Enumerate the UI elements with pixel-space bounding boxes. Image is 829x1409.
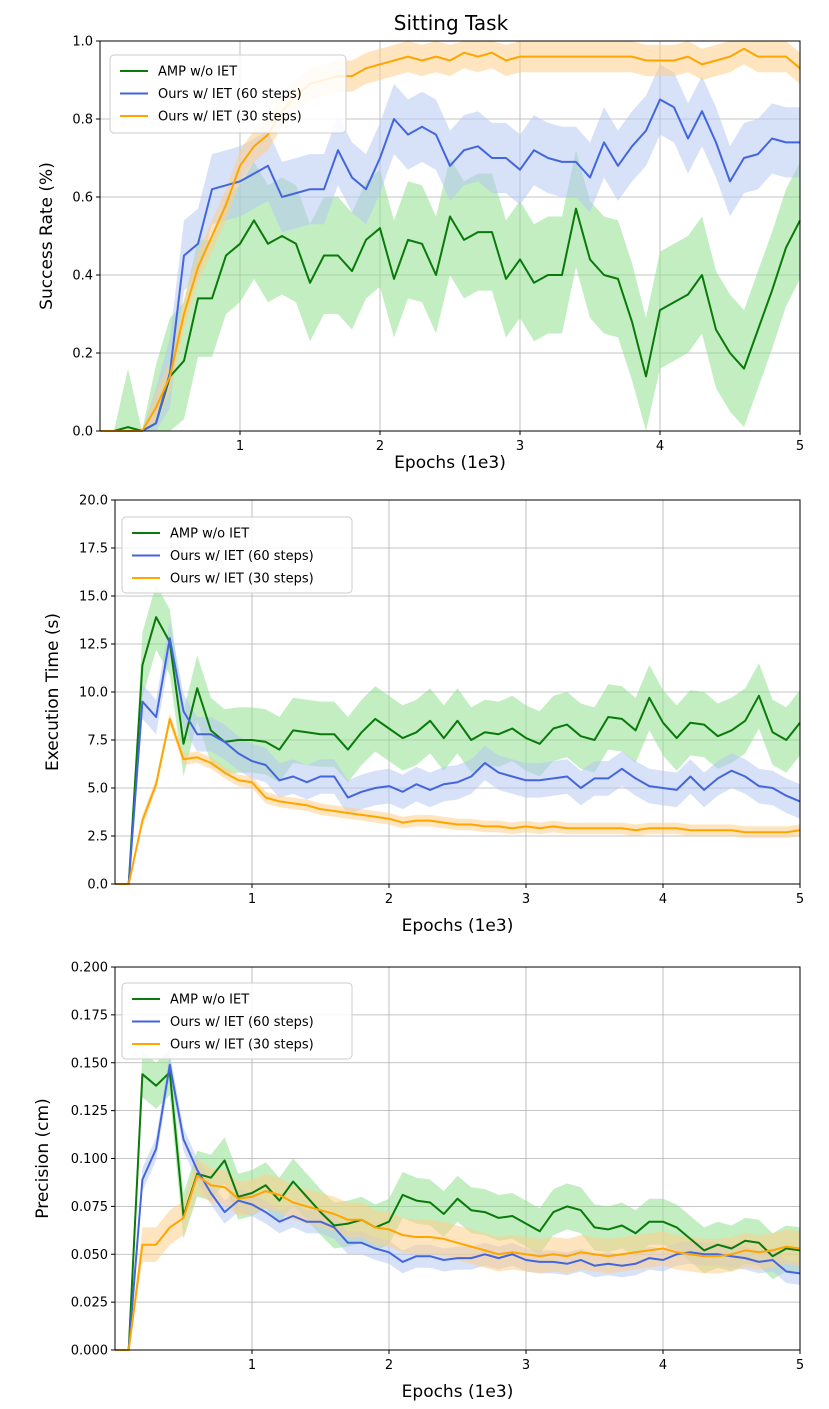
y-tick-label: 0.075 <box>71 1200 108 1215</box>
legend-label-ours30: Ours w/ IET (30 steps) <box>158 110 302 125</box>
chart-panel-3: 1 2 3 4 5 0.000 0.025 0.050 0.075 0.100 0.125 0.150… <box>33 961 804 1403</box>
y-tick-label: 2.5 <box>87 830 108 845</box>
y-tick-label: 7.5 <box>87 734 108 749</box>
y-tick-label: 17.5 <box>79 542 108 557</box>
y-tick-label: 0.4 <box>72 269 93 284</box>
series-line-ours60 <box>100 98 800 432</box>
x-tick-label: 4 <box>659 1358 667 1373</box>
x-tick-label: 2 <box>385 892 393 907</box>
y-tick-label: 5.0 <box>87 782 108 797</box>
band-ours30 <box>115 1158 800 1350</box>
legend: AMP w/o IET Ours w/ IET (60 steps) Ours w/… <box>121 516 353 594</box>
y-tick-label: 0.8 <box>72 113 93 128</box>
series-line-ours60 <box>115 637 801 885</box>
band-ours30 <box>100 41 800 431</box>
x-tick-label: 3 <box>516 439 524 454</box>
band-ours60 <box>115 1053 800 1350</box>
x-tick-label: 1 <box>236 439 244 454</box>
legend-label-amp: AMP w/o IET <box>158 65 237 80</box>
series-line-amp <box>115 616 801 885</box>
y-tick-label: 0.150 <box>71 1056 108 1071</box>
x-tick-label: 5 <box>796 439 804 454</box>
y-tick-label: 0.0 <box>87 878 108 893</box>
series-line-amp <box>100 207 801 432</box>
legend: AMP w/o IET Ours w/ IET (60 steps) Ours w/… <box>109 54 347 134</box>
legend-label-ours30: Ours w/ IET (30 steps) <box>170 572 314 587</box>
chart-panel-2: 1 2 3 4 5 0.0 2.5 5.0 7.5 10.0 12.5 15.0 17.5 20.0 Epo… <box>43 494 804 937</box>
y-axis-label: Execution Time (s) <box>43 613 63 771</box>
legend-label-amp: AMP w/o IET <box>170 993 249 1008</box>
x-tick-label: 3 <box>522 892 530 907</box>
legend-box <box>121 982 353 1060</box>
legend-box <box>109 54 347 134</box>
series-line-ours30 <box>115 717 801 885</box>
y-tick-label: 0.050 <box>71 1248 108 1263</box>
x-axis-label: Epochs (1e3) <box>402 916 514 936</box>
series-line-ours30 <box>115 1174 801 1351</box>
y-tick-label: 0.0 <box>72 425 93 440</box>
series-line-amp <box>115 1071 801 1351</box>
x-tick-label: 1 <box>248 1358 256 1373</box>
y-tick-label: 0.6 <box>72 191 93 206</box>
band-ours60 <box>115 621 800 884</box>
y-axis-label: Precision (cm) <box>33 1098 53 1218</box>
x-tick-label: 4 <box>656 439 664 454</box>
y-tick-label: 12.5 <box>79 638 108 653</box>
x-tick-label: 5 <box>796 892 804 907</box>
y-tick-label: 0.2 <box>72 347 93 362</box>
y-tick-label: 0.200 <box>71 961 108 976</box>
x-tick-label: 2 <box>385 1358 393 1373</box>
y-tick-label: 15.0 <box>79 590 108 605</box>
x-tick-label: 2 <box>376 439 384 454</box>
x-tick-label: 5 <box>796 1358 804 1373</box>
y-tick-label: 20.0 <box>79 494 108 509</box>
legend-label-amp: AMP w/o IET <box>170 527 249 542</box>
band-amp <box>100 150 800 431</box>
y-axis-label: Success Rate (%) <box>37 162 57 310</box>
x-axis-label: Epochs (1e3) <box>402 1382 514 1402</box>
x-axis-label: Epochs (1e3) <box>394 453 506 473</box>
legend: AMP w/o IET Ours w/ IET (60 steps) Ours w/… <box>121 982 353 1060</box>
y-tick-label: 10.0 <box>79 686 108 701</box>
band-amp <box>115 584 800 884</box>
figure-title: Sitting Task <box>394 11 509 35</box>
x-tick-label: 1 <box>248 892 256 907</box>
y-tick-label: 0.175 <box>71 1008 108 1023</box>
y-tick-label: 0.025 <box>71 1296 108 1311</box>
y-tick-label: 0.100 <box>71 1152 108 1167</box>
series-line-ours30 <box>100 47 801 432</box>
axes-frame <box>99 40 801 432</box>
chart-panel-1: 1 2 3 4 5 0.0 0.2 0.4 0.6 0.8 1.0 Epochs (1e3) Succe… <box>37 35 804 474</box>
legend-label-ours30: Ours w/ IET (30 steps) <box>170 1038 314 1053</box>
legend-box <box>121 516 353 594</box>
legend-label-ours60: Ours w/ IET (60 steps) <box>170 1015 314 1030</box>
x-tick-label: 3 <box>522 1358 530 1373</box>
legend-label-ours60: Ours w/ IET (60 steps) <box>170 549 314 564</box>
y-tick-label: 1.0 <box>72 35 93 50</box>
legend-label-ours60: Ours w/ IET (60 steps) <box>158 87 302 102</box>
y-tick-label: 0.125 <box>71 1104 108 1119</box>
y-tick-label: 0.000 <box>71 1344 108 1359</box>
x-tick-label: 4 <box>659 892 667 907</box>
